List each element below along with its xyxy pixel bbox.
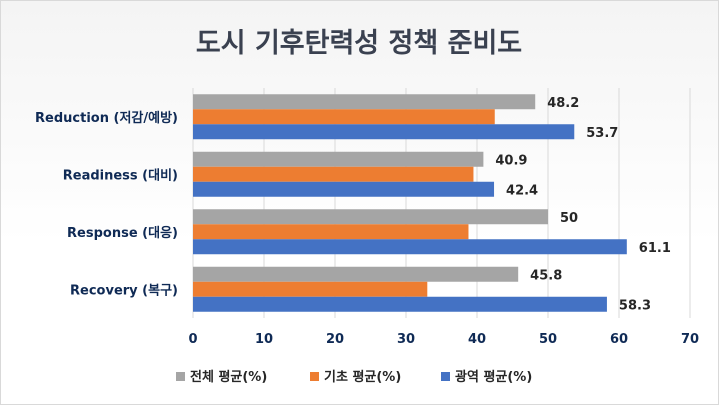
bar-0-1 bbox=[193, 151, 484, 167]
bar-1-1 bbox=[193, 166, 474, 182]
legend-swatch-1 bbox=[310, 372, 319, 381]
bar-2-2 bbox=[193, 239, 627, 255]
legend-swatch-0 bbox=[176, 372, 185, 381]
category-label-3: Recovery (복구) bbox=[70, 283, 178, 298]
data-label-2-3: 58.3 bbox=[619, 298, 651, 313]
bar-0-0 bbox=[193, 94, 536, 110]
category-label-2: Response (대응) bbox=[67, 226, 178, 241]
category-label-0: Reduction (저감/예방) bbox=[35, 110, 178, 126]
bar-2-3 bbox=[193, 296, 607, 312]
data-label-2-0: 53.7 bbox=[586, 126, 618, 141]
legend-label-1: 기초 평균(%) bbox=[324, 369, 401, 385]
legend-swatch-2 bbox=[441, 372, 450, 381]
data-label-0-3: 45.8 bbox=[530, 268, 562, 283]
x-tick-label-0: 0 bbox=[188, 332, 197, 347]
x-tick-label-10: 10 bbox=[255, 332, 273, 347]
category-label-1: Readiness (대비) bbox=[63, 168, 178, 183]
bars bbox=[193, 94, 627, 312]
legend-label-2: 광역 평균(%) bbox=[455, 369, 532, 385]
bar-2-1 bbox=[193, 181, 495, 197]
data-label-2-2: 61.1 bbox=[639, 241, 671, 256]
bar-0-2 bbox=[193, 209, 548, 225]
x-tick-label-70: 70 bbox=[681, 332, 699, 347]
data-label-0-0: 48.2 bbox=[547, 96, 579, 111]
labels: 0 10 20 30 40 50 60 70 Reduction (저감/예방) 48.2 53.7… bbox=[35, 96, 699, 347]
bar-1-3 bbox=[193, 281, 428, 297]
chart-title: 도시 기후탄력성 정책 준비도 bbox=[196, 28, 522, 59]
bar-0-3 bbox=[193, 266, 519, 282]
bar-1-0 bbox=[193, 109, 495, 125]
legend: 전체 평균(%) 기초 평균(%) 광역 평균(%) bbox=[176, 369, 532, 385]
x-tick-label-50: 50 bbox=[539, 332, 557, 347]
x-tick-label-60: 60 bbox=[610, 332, 628, 347]
legend-label-0: 전체 평균(%) bbox=[190, 369, 267, 385]
data-label-0-2: 50 bbox=[560, 211, 578, 226]
bar-1-2 bbox=[193, 224, 469, 240]
x-tick-label-30: 30 bbox=[397, 332, 415, 347]
x-tick-label-40: 40 bbox=[468, 332, 486, 347]
x-tick-label-20: 20 bbox=[326, 332, 344, 347]
bar-2-0 bbox=[193, 124, 575, 140]
data-label-0-1: 40.9 bbox=[495, 153, 527, 168]
data-label-2-1: 42.4 bbox=[506, 183, 538, 198]
